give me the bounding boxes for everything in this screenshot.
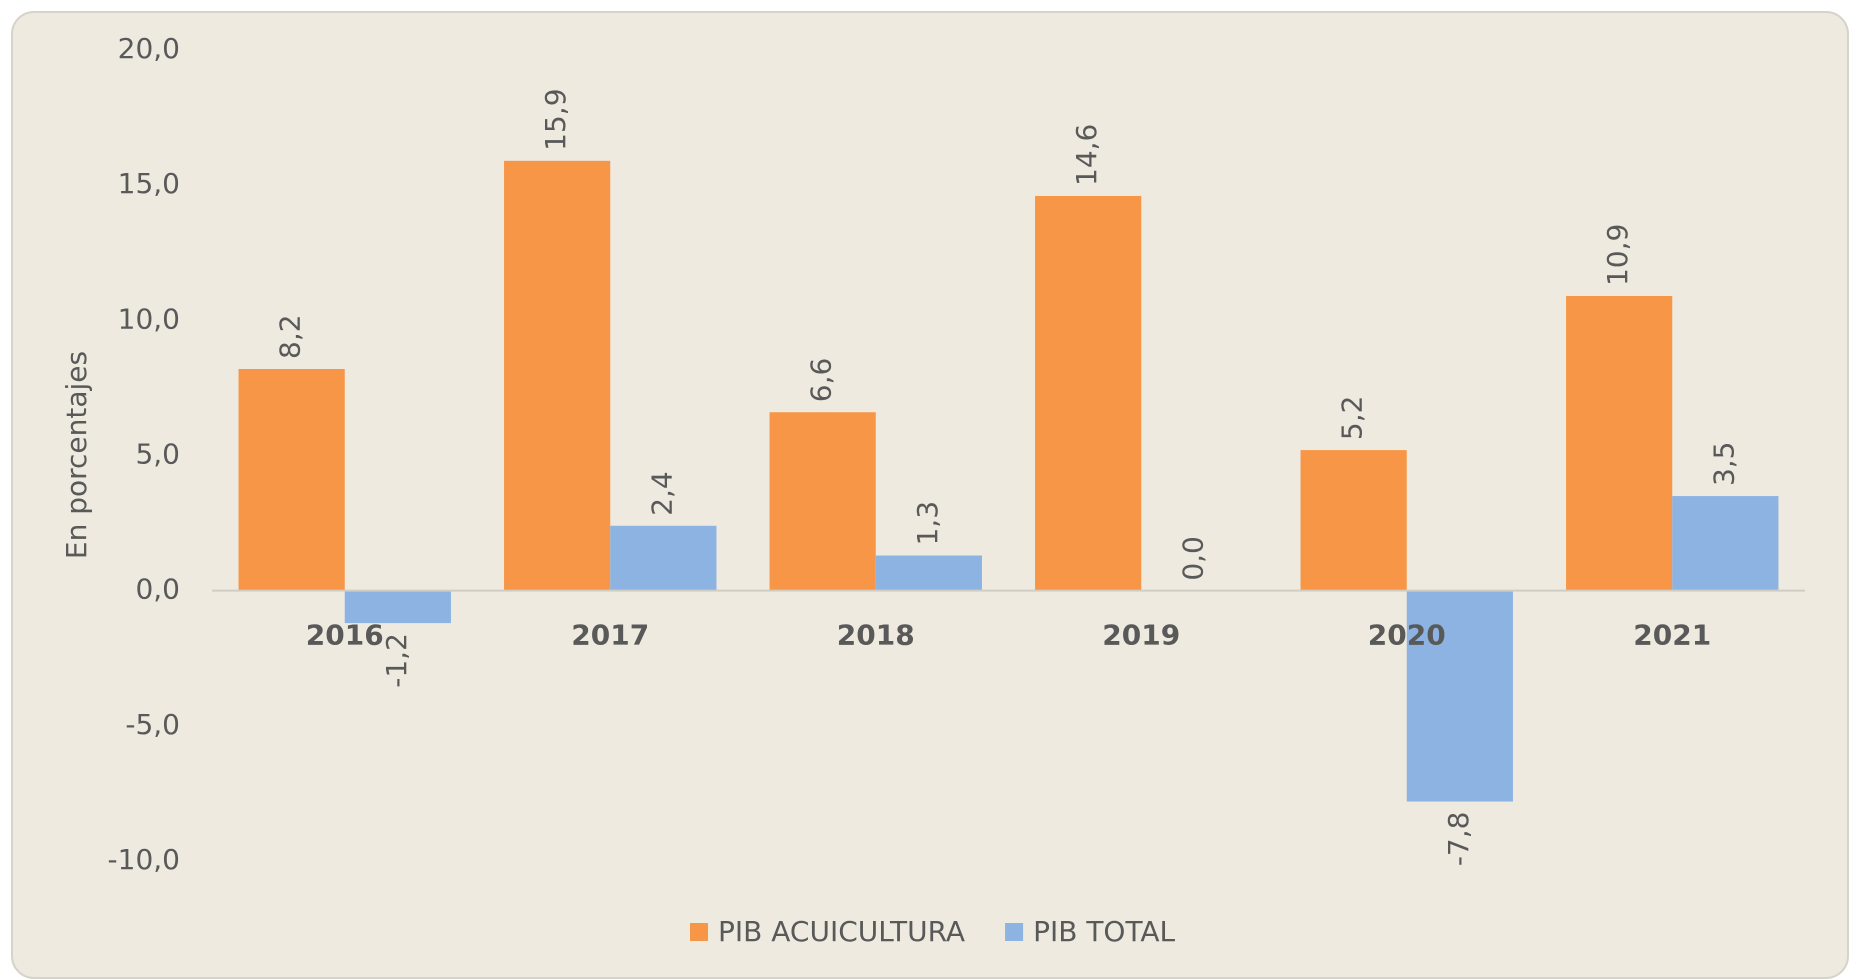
bar — [1300, 450, 1407, 591]
legend-swatch — [690, 923, 708, 941]
bar — [1566, 296, 1673, 591]
x-tick-label: 2020 — [1368, 619, 1446, 652]
bar — [875, 555, 982, 591]
value-label: -7,8 — [1442, 812, 1475, 867]
x-tick-label: 2018 — [837, 619, 915, 652]
bar — [344, 590, 451, 624]
legend-label: PIB ACUICULTURA — [718, 915, 965, 948]
value-label: 2,4 — [645, 471, 678, 516]
x-tick-label: 2016 — [306, 619, 384, 652]
value-label: 3,5 — [1707, 442, 1740, 487]
value-label: 5,2 — [1336, 396, 1369, 441]
bar — [769, 412, 876, 591]
y-tick-label: -10,0 — [108, 843, 180, 876]
chart-background — [11, 11, 1849, 979]
legend-swatch — [1005, 923, 1024, 941]
x-tick-label: 2017 — [571, 619, 649, 652]
value-label: 8,2 — [274, 314, 307, 359]
y-tick-label: 15,0 — [118, 167, 180, 200]
value-label: 6,6 — [805, 358, 838, 403]
legend-label: PIB TOTAL — [1033, 915, 1175, 948]
y-tick-label: -5,0 — [125, 708, 180, 741]
bar — [238, 368, 345, 591]
bar — [1672, 496, 1779, 591]
value-label: 10,9 — [1601, 224, 1634, 286]
value-label: 14,6 — [1070, 124, 1103, 186]
y-tick-label: 10,0 — [118, 302, 180, 335]
y-axis-title: En porcentajes — [60, 351, 93, 559]
bar — [1035, 195, 1142, 591]
bar — [1406, 590, 1513, 802]
x-tick-label: 2021 — [1633, 619, 1711, 652]
value-label: 1,3 — [911, 501, 944, 546]
value-label: 0,0 — [1176, 536, 1209, 581]
bar — [504, 160, 611, 591]
y-tick-label: 5,0 — [135, 438, 180, 471]
value-label: -1,2 — [380, 633, 413, 688]
x-tick-label: 2019 — [1102, 619, 1180, 652]
y-tick-label: 0,0 — [135, 573, 180, 606]
y-tick-label: 20,0 — [118, 32, 180, 65]
value-label: 15,9 — [539, 88, 572, 150]
bar — [610, 525, 717, 591]
